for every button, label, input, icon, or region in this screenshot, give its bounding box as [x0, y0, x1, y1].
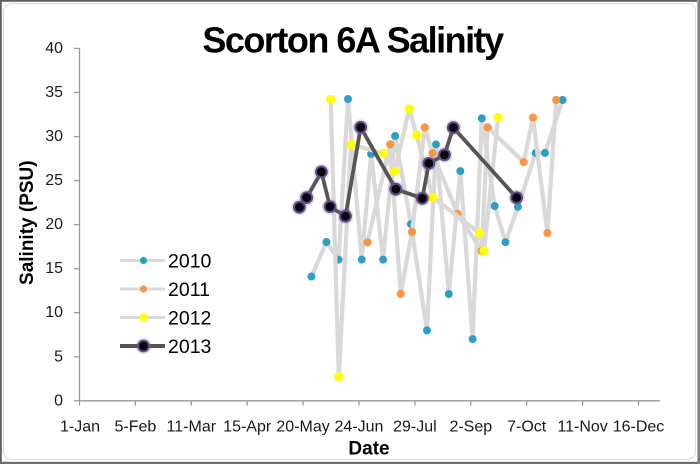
svg-text:24-Jun: 24-Jun [335, 418, 384, 435]
svg-text:2012: 2012 [168, 308, 211, 330]
svg-text:5-Feb: 5-Feb [115, 418, 157, 435]
svg-text:7-Oct: 7-Oct [507, 418, 547, 435]
svg-text:2011: 2011 [168, 279, 210, 301]
svg-text:25: 25 [45, 172, 63, 189]
svg-text:11-Mar: 11-Mar [167, 418, 217, 435]
svg-text:2-Sep: 2-Sep [449, 418, 492, 435]
svg-text:5: 5 [54, 348, 63, 365]
svg-text:1-Jan: 1-Jan [60, 418, 100, 435]
svg-text:11-Nov: 11-Nov [557, 418, 607, 435]
svg-text:Salinity (PSU): Salinity (PSU) [17, 160, 38, 285]
svg-text:0: 0 [54, 392, 63, 409]
svg-text:40: 40 [45, 40, 63, 57]
svg-text:20: 20 [45, 216, 63, 233]
svg-text:2013: 2013 [168, 336, 211, 358]
svg-text:16-Dec: 16-Dec [613, 418, 665, 435]
svg-text:2010: 2010 [168, 251, 212, 273]
svg-text:Date: Date [348, 439, 389, 460]
svg-text:29-Jul: 29-Jul [393, 418, 437, 435]
svg-text:10: 10 [45, 304, 63, 321]
svg-text:15: 15 [45, 260, 63, 277]
svg-text:35: 35 [45, 84, 63, 101]
svg-text:30: 30 [45, 128, 63, 145]
svg-text:Scorton 6A Salinity: Scorton 6A Salinity [202, 20, 504, 61]
svg-text:20-May: 20-May [276, 418, 329, 435]
svg-text:15-Apr: 15-Apr [223, 418, 272, 435]
